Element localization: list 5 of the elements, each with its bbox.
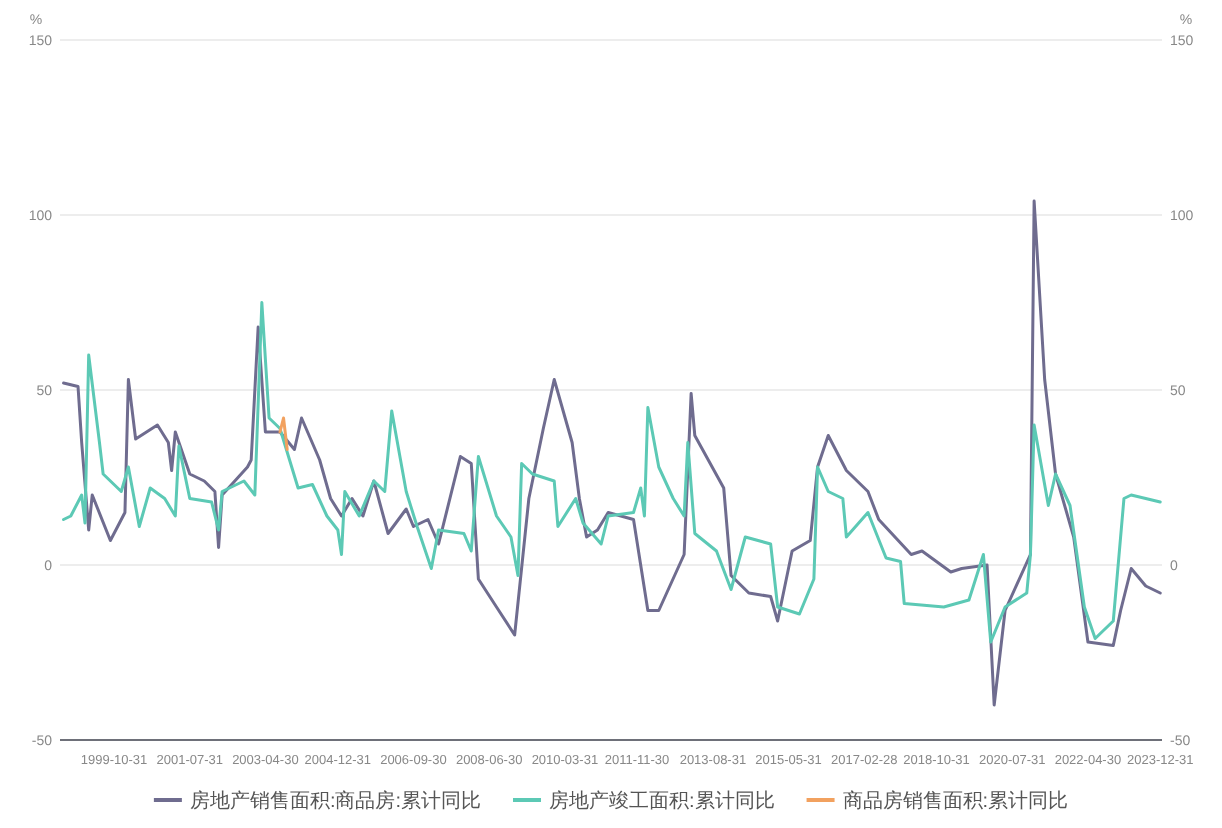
- legend-label: 房地产竣工面积:累计同比: [549, 789, 775, 813]
- line-series: [62, 301, 1162, 644]
- legend-label: 商品房销售面积:累计同比: [842, 789, 1069, 813]
- line-series: [62, 199, 1162, 707]
- legend-label: 房地产销售面积:商品房:累计同比: [189, 789, 481, 813]
